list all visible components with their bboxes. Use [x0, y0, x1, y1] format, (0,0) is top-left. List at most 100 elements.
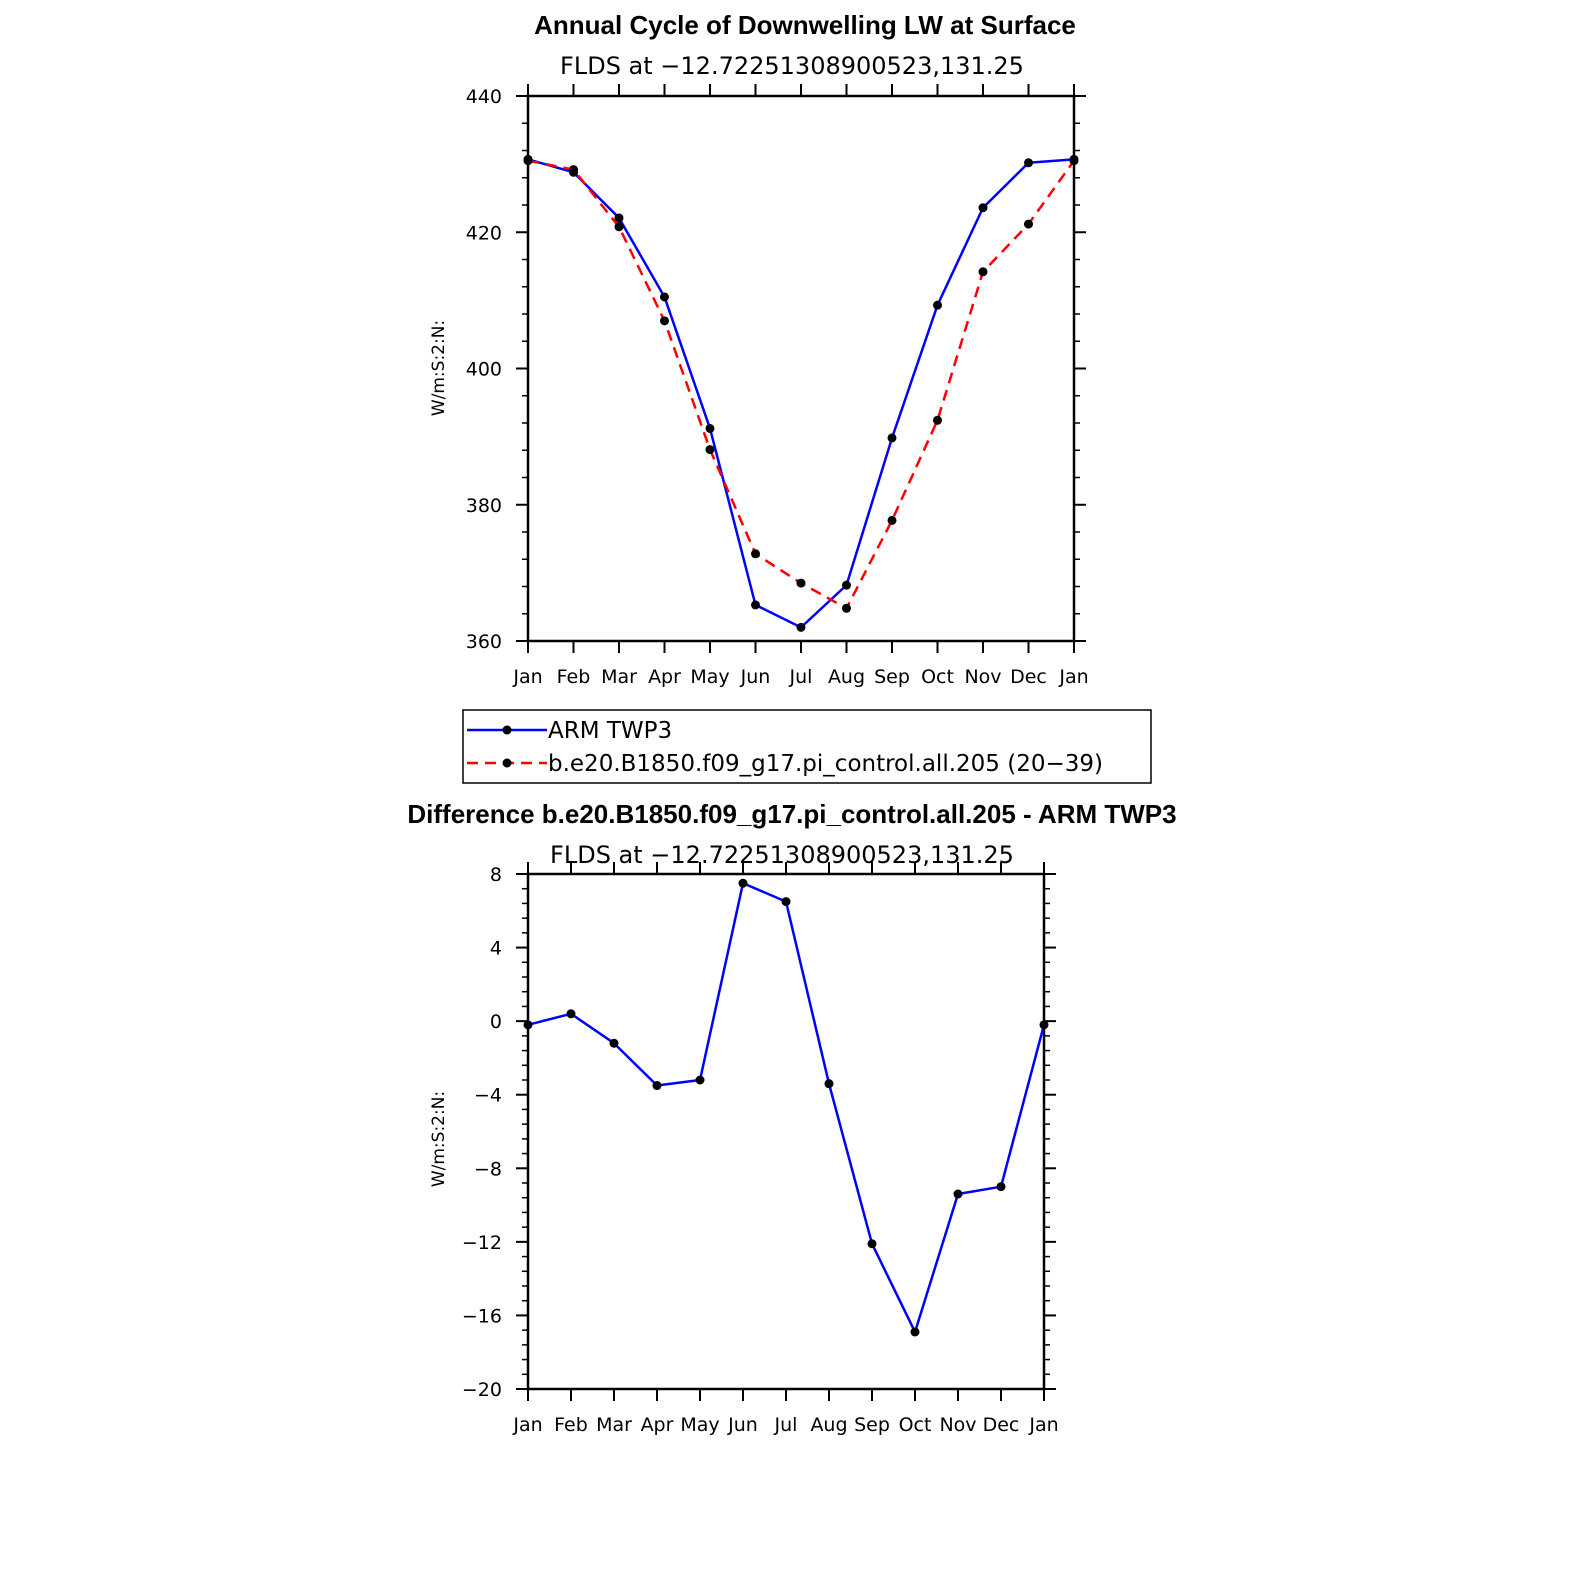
- series-line: [527, 158, 1075, 629]
- data-point: [781, 897, 791, 907]
- legend-item-model: b.e20.B1850.f09_g17.pi_control.all.205 (…: [467, 751, 1103, 777]
- chart-title: Annual Cycle of Downwelling LW at Surfac…: [534, 10, 1076, 40]
- x-tick-label: Sep: [854, 1414, 890, 1436]
- legend-box: [462, 709, 1152, 784]
- y-tick-label: 360: [466, 631, 502, 653]
- y-tick-label: −4: [474, 1085, 502, 1107]
- data-point: [867, 1239, 877, 1249]
- x-tick-label: Apr: [648, 666, 681, 688]
- data-point: [609, 1038, 619, 1048]
- x-tick-label: Feb: [557, 666, 591, 688]
- x-tick-label: Jan: [1028, 1414, 1058, 1436]
- data-point: [910, 1327, 920, 1337]
- x-tick-label: Aug: [828, 666, 865, 688]
- chart-title: Difference b.e20.B1850.f09_g17.pi_contro…: [407, 799, 1176, 829]
- y-tick-label: 8: [490, 864, 502, 886]
- x-tick-label: Dec: [1010, 666, 1047, 688]
- legend-swatch-marker: [502, 758, 512, 768]
- data-point: [1024, 158, 1033, 168]
- chart-subtitle: FLDS at −12.72251308900523,131.25: [560, 52, 1024, 80]
- data-point: [887, 515, 897, 525]
- data-point: [796, 622, 806, 632]
- y-tick-label: 0: [490, 1011, 502, 1033]
- legend-item-arm-twp3: ARM TWP3: [467, 718, 672, 744]
- x-tick-label: Mar: [596, 1414, 632, 1436]
- plot-frame: [526, 872, 1046, 1391]
- data-point: [1069, 156, 1079, 166]
- y-tick-label: −16: [462, 1305, 502, 1327]
- data-point: [996, 1182, 1006, 1192]
- x-tick-label: Jun: [740, 666, 771, 688]
- tick-marks: [516, 862, 1056, 1401]
- x-tick-label: Jul: [789, 666, 813, 688]
- data-point: [751, 600, 760, 610]
- data-point: [1024, 219, 1033, 229]
- legend-swatch-marker: [502, 725, 512, 735]
- x-tick-label: Jan: [1058, 666, 1088, 688]
- data-point: [614, 213, 624, 223]
- series-group: [523, 878, 1049, 1337]
- y-axis-label: W/m:S:2:N:: [429, 320, 449, 416]
- legend-label: ARM TWP3: [548, 718, 672, 744]
- series-group: [523, 154, 1079, 632]
- data-point: [705, 445, 715, 455]
- x-tick-label: Jan: [512, 1414, 542, 1436]
- data-point: [695, 1075, 705, 1085]
- data-point: [614, 222, 624, 232]
- y-axis-label: W/m:S:2:N:: [429, 1091, 449, 1187]
- x-tick-label: Aug: [810, 1414, 847, 1436]
- data-point: [738, 878, 748, 888]
- y-tick-label: 440: [466, 86, 502, 108]
- x-tick-label: Apr: [641, 1414, 674, 1436]
- y-tick-labels: −20 −16 −12 −8 −4 0 4 8: [462, 864, 502, 1401]
- plot-border: [526, 94, 1076, 643]
- x-tick-label: Jun: [727, 1414, 758, 1436]
- x-tick-label: Oct: [921, 666, 954, 688]
- chart-subtitle: FLDS at −12.72251308900523,131.25: [550, 841, 1014, 869]
- data-point: [705, 423, 715, 433]
- data-point: [796, 578, 806, 588]
- y-tick-label: −20: [462, 1379, 502, 1401]
- data-point: [842, 603, 851, 613]
- tick-marks: [516, 84, 1086, 653]
- y-tick-label: 420: [466, 222, 502, 244]
- x-tick-labels: Jan Feb Mar Apr May Jun Jul Aug Sep Oct Nov Dec Jan: [512, 666, 1088, 688]
- data-point: [1039, 1020, 1049, 1030]
- series-0: [523, 878, 1049, 1337]
- data-point: [887, 433, 897, 443]
- y-tick-label: 4: [490, 938, 502, 960]
- x-tick-labels: Jan Feb Mar Apr May Jun Jul Aug Sep Oct Nov Dec Jan: [512, 1414, 1058, 1436]
- data-point: [569, 165, 578, 175]
- plot-border: [526, 872, 1046, 1391]
- x-tick-label: Nov: [964, 666, 1001, 688]
- series-line: [527, 159, 1076, 610]
- data-point: [953, 1189, 963, 1199]
- data-point: [978, 203, 988, 213]
- x-tick-label: Mar: [601, 666, 637, 688]
- data-point: [978, 267, 988, 277]
- y-tick-label: 380: [466, 495, 502, 517]
- data-point: [933, 415, 942, 425]
- y-tick-labels: 360 380 400 420 440: [466, 86, 502, 653]
- y-tick-label: −8: [474, 1158, 502, 1180]
- data-point: [523, 156, 533, 166]
- x-tick-label: Dec: [983, 1414, 1020, 1436]
- series-line: [527, 881, 1046, 1334]
- x-tick-label: Oct: [899, 1414, 932, 1436]
- x-tick-label: May: [680, 1414, 719, 1436]
- legend: ARM TWP3 b.e20.B1850.f09_g17.pi_control.…: [462, 709, 1152, 784]
- data-point: [933, 300, 942, 310]
- x-tick-label: Sep: [874, 666, 910, 688]
- series-1: [523, 156, 1079, 613]
- data-point: [523, 1020, 533, 1030]
- y-tick-label: −12: [462, 1232, 502, 1254]
- y-tick-label: 400: [466, 359, 502, 381]
- data-point: [566, 1009, 576, 1019]
- x-tick-label: Jul: [774, 1414, 798, 1436]
- data-point: [660, 316, 669, 326]
- legend-label: b.e20.B1850.f09_g17.pi_control.all.205 (…: [548, 751, 1103, 777]
- x-tick-label: Feb: [554, 1414, 588, 1436]
- x-tick-label: Nov: [939, 1414, 976, 1436]
- data-point: [751, 549, 760, 559]
